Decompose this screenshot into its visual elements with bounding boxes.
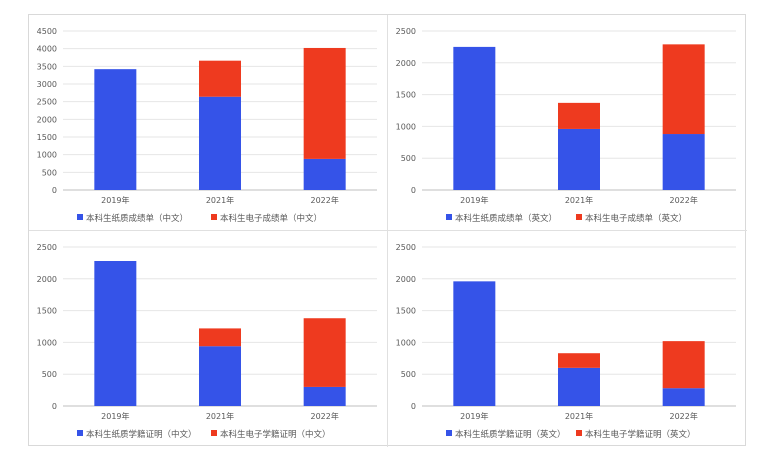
- y-tick-label: 2500: [37, 98, 57, 107]
- legend-item: 本科生电子成绩单（中文）: [211, 213, 322, 224]
- legend-label: 本科生电子成绩单（中文）: [220, 213, 322, 224]
- y-tick-label: 2000: [37, 275, 57, 284]
- legend-label: 本科生纸质成绩单（英文）: [455, 213, 557, 224]
- bar-paper-1: [94, 69, 137, 190]
- y-tick-label: 0: [52, 402, 57, 411]
- x-tick-label: 2021年: [206, 195, 234, 205]
- bar-paper-1: [94, 260, 137, 406]
- chart-panel-transcript-english: 0 500 1000 1500 2000 2500 2019年 2021年 2022年本科生纸质…: [388, 15, 747, 231]
- y-tick-label: 1500: [37, 133, 57, 142]
- y-tick-label: 0: [411, 402, 416, 411]
- y-tick-label: 1500: [396, 91, 416, 100]
- y-tick-label: 2000: [396, 275, 416, 284]
- legend-item: 本科生电子学籍证明（中文）: [211, 429, 331, 440]
- bar-paper-2: [558, 367, 600, 406]
- bar-paper-2: [558, 128, 600, 190]
- legend-item: 本科生电子学籍证明（英文）: [576, 429, 696, 440]
- y-tick-label: 0: [52, 186, 57, 195]
- legend-item: 本科生纸质成绩单（英文）: [446, 213, 557, 224]
- bar-electronic-3: [303, 47, 346, 159]
- y-tick-label: 500: [42, 168, 57, 177]
- bar-paper-1: [453, 46, 496, 191]
- x-tick-label: 2022年: [310, 195, 338, 205]
- y-tick-label: 4500: [37, 27, 57, 36]
- legend-swatch-paper: [77, 430, 83, 436]
- legend-item: 本科生纸质成绩单（中文）: [77, 213, 188, 224]
- bar-electronic-2: [558, 102, 600, 129]
- bar-paper-1: [453, 281, 496, 406]
- x-tick-label: 2022年: [669, 195, 697, 205]
- y-tick-label: 1500: [396, 307, 416, 316]
- chart-grid: 0 500 1000 1500 2000 2500 3000 3500 4000 4500 2019…: [28, 14, 747, 447]
- y-tick-label: 2500: [396, 27, 416, 36]
- legend-swatch-electronic: [211, 214, 217, 220]
- y-tick-label: 500: [401, 154, 416, 163]
- legend-swatch-paper: [446, 214, 452, 220]
- stacked-bar-chart: 0 500 1000 1500 2000 2500 3000 3500 4000 4500 2019…: [37, 27, 377, 224]
- x-tick-label: 2021年: [565, 195, 593, 205]
- legend-label: 本科生电子成绩单（英文）: [585, 213, 687, 224]
- legend-label: 本科生电子学籍证明（英文）: [585, 429, 696, 440]
- bar-electronic-3: [303, 318, 346, 387]
- legend-item: 本科生电子成绩单（英文）: [576, 213, 687, 224]
- legend-label: 本科生电子学籍证明（中文）: [220, 429, 331, 440]
- y-tick-label: 0: [411, 186, 416, 195]
- legend-label: 本科生纸质学籍证明（中文）: [86, 429, 197, 440]
- bar-electronic-2: [558, 353, 600, 368]
- y-tick-label: 500: [401, 370, 416, 379]
- y-tick-label: 2500: [37, 243, 57, 252]
- y-tick-label: 1000: [396, 122, 416, 131]
- x-tick-label: 2022年: [669, 411, 697, 421]
- bar-paper-3: [662, 388, 705, 406]
- y-tick-label: 1000: [37, 338, 57, 347]
- stacked-bar-chart: 0 500 1000 1500 2000 2500 2019年 2021年 2022年本科生纸质…: [396, 243, 736, 440]
- legend-item: 本科生纸质学籍证明（英文）: [446, 429, 566, 440]
- y-tick-label: 2000: [37, 115, 57, 124]
- y-tick-label: 2500: [396, 243, 416, 252]
- chart-panel-transcript-chinese: 0 500 1000 1500 2000 2500 3000 3500 4000 4500 2019…: [29, 15, 388, 231]
- x-tick-label: 2019年: [101, 411, 129, 421]
- x-tick-label: 2021年: [565, 411, 593, 421]
- legend-label: 本科生纸质成绩单（中文）: [86, 213, 188, 224]
- stacked-bar-chart: 0 500 1000 1500 2000 2500 2019年 2021年 2022年本科生纸质…: [396, 27, 736, 224]
- legend-label: 本科生纸质学籍证明（英文）: [455, 429, 566, 440]
- x-tick-label: 2021年: [206, 411, 234, 421]
- legend-swatch-electronic: [576, 214, 582, 220]
- bar-electronic-3: [662, 44, 705, 135]
- y-tick-label: 2000: [396, 59, 416, 68]
- y-tick-label: 1000: [37, 151, 57, 160]
- bar-electronic-2: [199, 328, 241, 347]
- legend-swatch-electronic: [211, 430, 217, 436]
- legend-swatch-paper: [446, 430, 452, 436]
- bar-paper-2: [199, 96, 241, 190]
- y-tick-label: 1000: [396, 338, 416, 347]
- bar-paper-3: [303, 386, 346, 406]
- legend-swatch-paper: [77, 214, 83, 220]
- x-tick-label: 2019年: [460, 195, 488, 205]
- legend-item: 本科生纸质学籍证明（中文）: [77, 429, 197, 440]
- x-tick-label: 2019年: [460, 411, 488, 421]
- bar-paper-3: [303, 158, 346, 190]
- bar-electronic-2: [199, 60, 241, 97]
- x-tick-label: 2019年: [101, 195, 129, 205]
- bar-paper-2: [199, 346, 241, 406]
- chart-panel-enrollment-chinese: 0 500 1000 1500 2000 2500 2019年 2021年 2022年本科生纸质…: [29, 231, 388, 447]
- bar-electronic-3: [662, 341, 705, 389]
- y-tick-label: 500: [42, 370, 57, 379]
- y-tick-label: 1500: [37, 307, 57, 316]
- x-tick-label: 2022年: [310, 411, 338, 421]
- stacked-bar-chart: 0 500 1000 1500 2000 2500 2019年 2021年 2022年本科生纸质…: [37, 243, 377, 440]
- y-tick-label: 3500: [37, 62, 57, 71]
- legend-swatch-electronic: [576, 430, 582, 436]
- y-tick-label: 3000: [37, 80, 57, 89]
- chart-panel-enrollment-english: 0 500 1000 1500 2000 2500 2019年 2021年 2022年本科生纸质…: [388, 231, 747, 447]
- bar-paper-3: [662, 134, 705, 190]
- y-tick-label: 4000: [37, 45, 57, 54]
